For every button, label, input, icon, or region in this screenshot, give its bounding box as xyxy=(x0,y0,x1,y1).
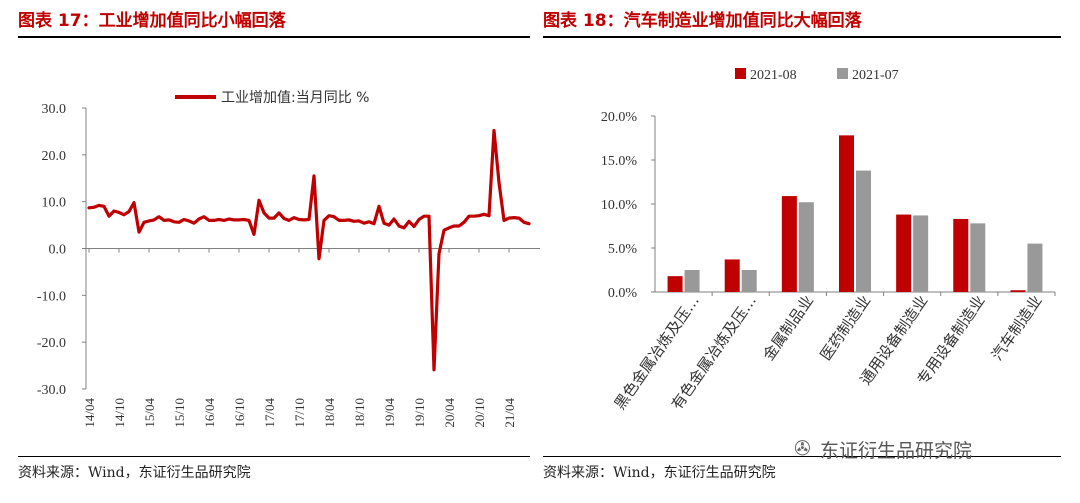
bar xyxy=(856,170,871,292)
bar xyxy=(970,223,986,292)
y-tick-label: 5.0% xyxy=(608,242,638,257)
line-chart: 30.0 20.0 10.0 0.0 -10.0 -20.0 -30.0 14/04 14/10… xyxy=(37,90,540,428)
legend-label: 2021-07 xyxy=(852,68,899,83)
y-tick-label: 20.0 xyxy=(42,149,67,164)
x-tick-label: 18/04 xyxy=(322,398,337,428)
y-tick-label: 20.0% xyxy=(601,110,638,125)
x-tick-label: 20/04 xyxy=(442,398,457,428)
x-tick-label: 14/10 xyxy=(112,398,127,428)
x-tick-label: 15/04 xyxy=(142,398,157,428)
right-source-note: 资料来源：Wind，东证衍生品研究院 xyxy=(543,465,776,481)
right-chart-title: 图表 18：汽车制造业增加值同比大幅回落 xyxy=(543,11,862,31)
x-tick-label: 19/10 xyxy=(412,398,427,428)
x-tick-label: 17/10 xyxy=(292,398,307,428)
y-tick-label: 10.0% xyxy=(601,198,638,213)
x-tick-label: 16/10 xyxy=(232,398,247,428)
right-source-rule xyxy=(543,456,1061,457)
bar xyxy=(684,270,700,292)
y-tick-label: -10.0 xyxy=(37,289,66,304)
legend-label: 2021-08 xyxy=(750,68,797,83)
bar xyxy=(913,215,929,292)
y-tick-label: -30.0 xyxy=(37,383,66,398)
legend-swatch xyxy=(735,68,746,79)
x-tick-label: 17/04 xyxy=(262,398,277,428)
x-tick-label: 18/10 xyxy=(352,398,367,428)
x-tick-label: 21/04 xyxy=(502,398,517,428)
wechat-icon: ✇ xyxy=(794,436,811,460)
y-tick-label: 0.0 xyxy=(49,243,67,258)
bar xyxy=(839,135,854,292)
left-source-note: 资料来源：Wind，东证衍生品研究院 xyxy=(18,465,251,481)
left-title-rule xyxy=(18,36,530,38)
bar-chart: 20.0%15.0%10.0%5.0%0.0%黑色金属冶炼及压…有色金属冶炼及压… xyxy=(601,68,1056,413)
y-tick-label: 15.0% xyxy=(601,154,638,169)
x-category-label: 医药制造业 xyxy=(817,292,875,364)
legend-swatch xyxy=(837,68,848,79)
left-chart-title: 图表 17：工业增加值同比小幅回落 xyxy=(18,11,286,31)
watermark: 东证衍生品研究院 xyxy=(820,440,973,462)
x-category-label: 汽车制造业 xyxy=(988,292,1046,364)
bar xyxy=(1027,243,1043,292)
bar xyxy=(953,218,969,292)
x-tick-label: 16/04 xyxy=(202,398,217,428)
x-tick-label: 15/10 xyxy=(172,398,187,428)
bar xyxy=(1010,290,1026,292)
x-tick-label: 20/10 xyxy=(472,398,487,428)
bar xyxy=(896,214,912,292)
y-tick-label: 0.0% xyxy=(608,286,638,301)
y-tick-label: 10.0 xyxy=(42,196,67,211)
y-tick-label: -20.0 xyxy=(37,336,66,351)
legend-label: 工业增加值:当月同比 % xyxy=(221,90,369,106)
bar xyxy=(781,196,797,292)
x-tick-label: 14/04 xyxy=(82,398,97,428)
bar xyxy=(798,202,814,292)
bar xyxy=(667,276,683,292)
bar xyxy=(741,270,757,292)
x-tick-label: 19/04 xyxy=(382,398,397,428)
bar xyxy=(724,259,740,292)
y-tick-label: 30.0 xyxy=(42,102,67,117)
left-source-rule xyxy=(18,456,530,457)
series-line xyxy=(87,128,531,372)
right-title-rule xyxy=(543,36,1061,38)
x-category-label: 金属制品业 xyxy=(759,292,817,364)
